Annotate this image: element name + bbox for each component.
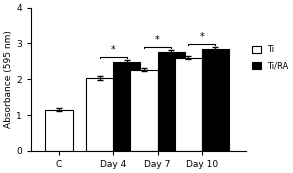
Text: *: * — [111, 44, 115, 54]
Bar — [86, 78, 113, 151]
Bar — [202, 49, 229, 151]
Bar — [45, 110, 73, 151]
Bar — [158, 52, 185, 151]
Y-axis label: Absorbance (595 nm): Absorbance (595 nm) — [4, 30, 13, 128]
Bar — [175, 58, 202, 151]
Legend: Ti, Ti/RA: Ti, Ti/RA — [253, 45, 289, 70]
Text: *: * — [155, 35, 160, 44]
Bar — [113, 62, 140, 151]
Bar — [130, 70, 158, 151]
Text: *: * — [200, 32, 204, 42]
